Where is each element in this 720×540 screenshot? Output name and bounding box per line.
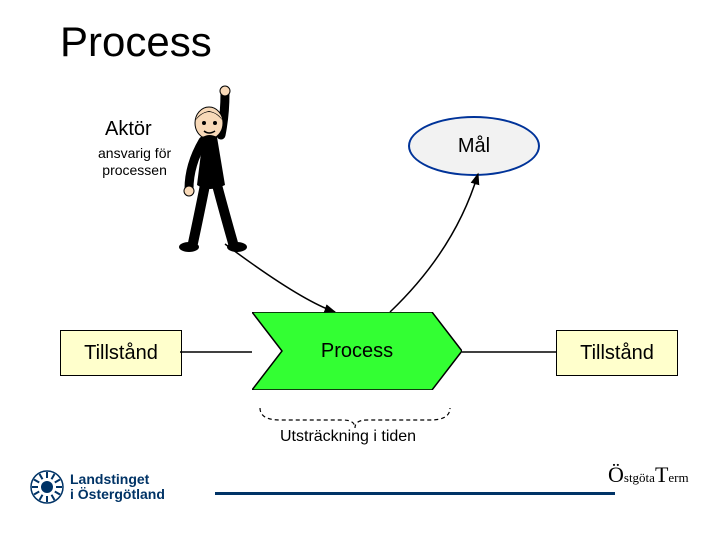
footer-logo: Landstinget i Östergötland — [30, 470, 165, 504]
connectors — [0, 0, 720, 540]
ostgota-term-label: ÖstgötaTerm — [608, 462, 689, 488]
footer-divider — [215, 492, 615, 495]
time-extent-label: Utsträckning i tiden — [280, 428, 416, 446]
logo-line2: i Östergötland — [70, 487, 165, 502]
sun-icon — [30, 470, 64, 504]
logo-line1: Landstinget — [70, 472, 165, 487]
